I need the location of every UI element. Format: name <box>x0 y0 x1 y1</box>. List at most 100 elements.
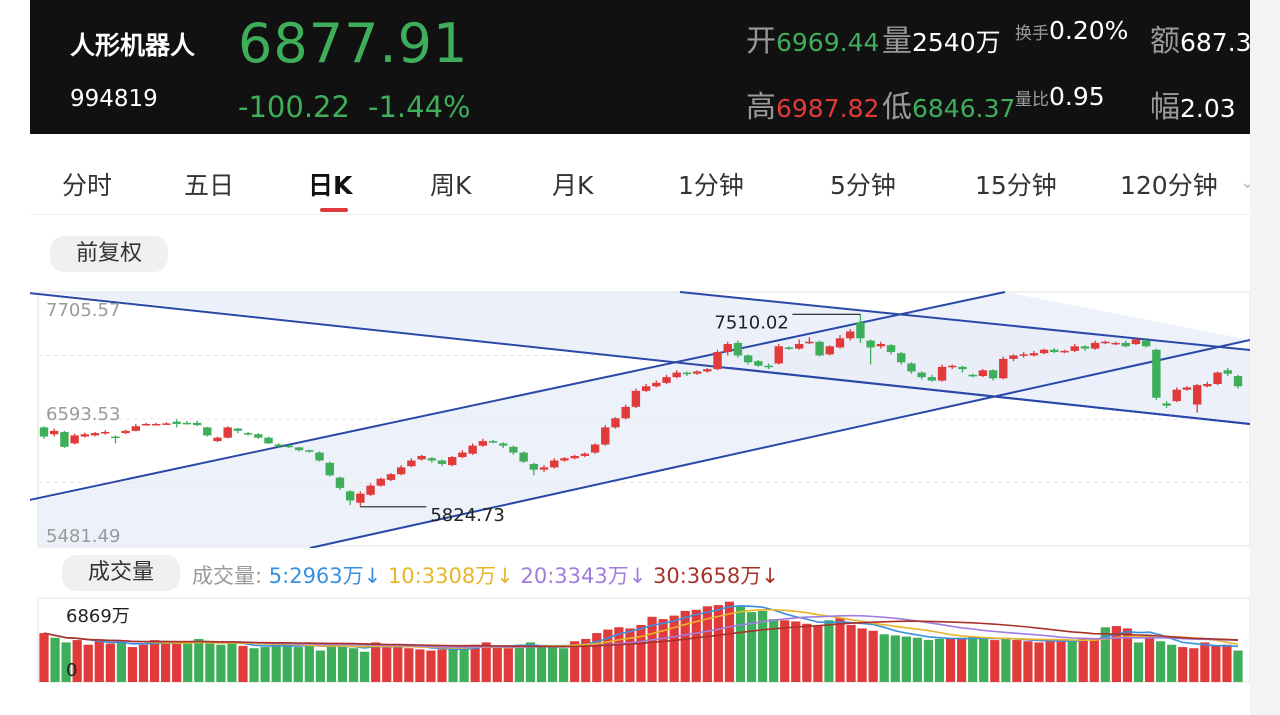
volume-bar <box>1122 628 1133 682</box>
candle <box>407 460 416 467</box>
turnover-value: 0.20% <box>1049 16 1129 45</box>
amplitude-label: 幅 <box>1150 90 1180 125</box>
volume-bar <box>1067 641 1077 682</box>
candle <box>713 352 722 370</box>
candle <box>315 452 324 461</box>
screen-edge <box>1250 0 1280 715</box>
tab-weekly-k[interactable]: 周K <box>430 171 472 200</box>
volume-bar <box>945 638 956 682</box>
candle <box>305 450 314 452</box>
trend-line[interactable] <box>729 367 1250 425</box>
volume-bar <box>83 644 93 682</box>
tab-120min[interactable]: 120分钟 <box>1120 171 1218 200</box>
tab-15min[interactable]: 15分钟 <box>975 171 1057 200</box>
volume-bar <box>437 649 447 682</box>
volume-bar <box>459 648 469 682</box>
kline-chart[interactable]: 7705.57 6593.53 5481.49 7510.02 5824.73 <box>30 290 1250 548</box>
trend-line[interactable] <box>679 291 1250 351</box>
vol-ratio-label: 量比 <box>1015 90 1049 110</box>
volume-bar <box>105 643 115 682</box>
volume-bar <box>326 643 337 682</box>
volume-bar <box>514 644 524 682</box>
volume-bar <box>1222 644 1232 682</box>
candle <box>1213 372 1222 384</box>
volume-bar <box>559 648 569 682</box>
candle <box>335 477 345 488</box>
volume-bar <box>72 640 82 682</box>
volume-bar <box>481 642 491 682</box>
volume-bar <box>61 642 71 682</box>
volume-bar <box>227 643 237 682</box>
candle <box>794 344 804 349</box>
volume-bar <box>94 641 104 682</box>
quote-amount: 额687.3 <box>1150 16 1250 60</box>
volume-value: 2540万 <box>912 28 1001 57</box>
candle <box>182 422 192 425</box>
volume-bar <box>1056 640 1066 682</box>
volume-button[interactable]: 成交量 <box>62 555 180 591</box>
volume-ma5: 5:2963万↓ <box>268 564 382 588</box>
volume-bar <box>923 640 934 682</box>
volume-bar <box>360 651 370 682</box>
candle <box>417 455 426 460</box>
candle <box>733 342 743 356</box>
volume-ma10: 10:3308万↓ <box>387 564 514 588</box>
candle <box>50 430 59 435</box>
candle <box>662 377 671 383</box>
candle <box>437 460 447 464</box>
candle <box>1060 350 1069 353</box>
vol-ratio-value: 0.95 <box>1049 82 1105 111</box>
stock-name: 人形机器人 <box>70 31 196 60</box>
quote-vol-ratio: 量比0.95 <box>1015 82 1105 111</box>
candle <box>937 366 947 381</box>
candle <box>672 372 681 378</box>
tab-intraday[interactable]: 分时 <box>62 171 113 200</box>
candle <box>448 457 457 466</box>
candle <box>1111 342 1120 345</box>
candle <box>652 382 661 387</box>
volume-bar <box>249 648 259 682</box>
tab-monthly-k[interactable]: 月K <box>552 171 594 200</box>
candle <box>641 386 651 391</box>
candle <box>631 390 641 407</box>
candle <box>294 447 304 451</box>
volume-bar <box>1012 640 1022 682</box>
volume-bar <box>680 610 690 682</box>
volume-bar <box>724 601 735 682</box>
volume-bar <box>735 606 746 682</box>
amount-value: 687.3 <box>1180 28 1250 57</box>
candle <box>1039 349 1049 354</box>
chevron-down-icon[interactable]: ⌄ <box>1240 172 1250 193</box>
volume-bar <box>172 643 182 682</box>
trend-line[interactable] <box>30 291 1006 502</box>
candle <box>111 436 120 439</box>
volume-bar <box>625 628 635 682</box>
candle <box>825 346 834 355</box>
high-annotation: 7510.02 <box>714 312 788 333</box>
candle <box>101 431 110 434</box>
tab-five-day[interactable]: 五日 <box>184 171 235 200</box>
stock-app: 人形机器人 994819 6877.91 -100.22 -1.44% 开696… <box>30 0 1250 715</box>
candle <box>948 365 957 368</box>
turnover-label: 换手 <box>1015 24 1049 44</box>
tab-5min[interactable]: 5分钟 <box>830 171 896 200</box>
volume-bar <box>713 605 723 682</box>
candle <box>141 423 151 426</box>
quote-high: 高6987.82 <box>746 82 879 126</box>
adjust-button[interactable]: 前复权 <box>50 236 168 272</box>
volume-bar <box>669 615 679 682</box>
price-change: -100.22 <box>238 90 350 124</box>
candle <box>999 358 1008 379</box>
trend-line[interactable] <box>309 339 1250 548</box>
candle <box>376 478 385 486</box>
price-change-pct: -1.44% <box>368 90 471 124</box>
candle <box>274 444 283 447</box>
candle <box>927 377 937 381</box>
volume-chart[interactable]: 6869万 0 <box>30 596 1250 686</box>
tab-1min[interactable]: 1分钟 <box>678 171 744 200</box>
candle <box>590 444 600 453</box>
tab-daily-k[interactable]: 日K <box>308 171 353 200</box>
volume-bar <box>990 640 1000 682</box>
volume-bar <box>1023 641 1033 682</box>
quote-turnover: 换手0.20% <box>1015 16 1128 45</box>
